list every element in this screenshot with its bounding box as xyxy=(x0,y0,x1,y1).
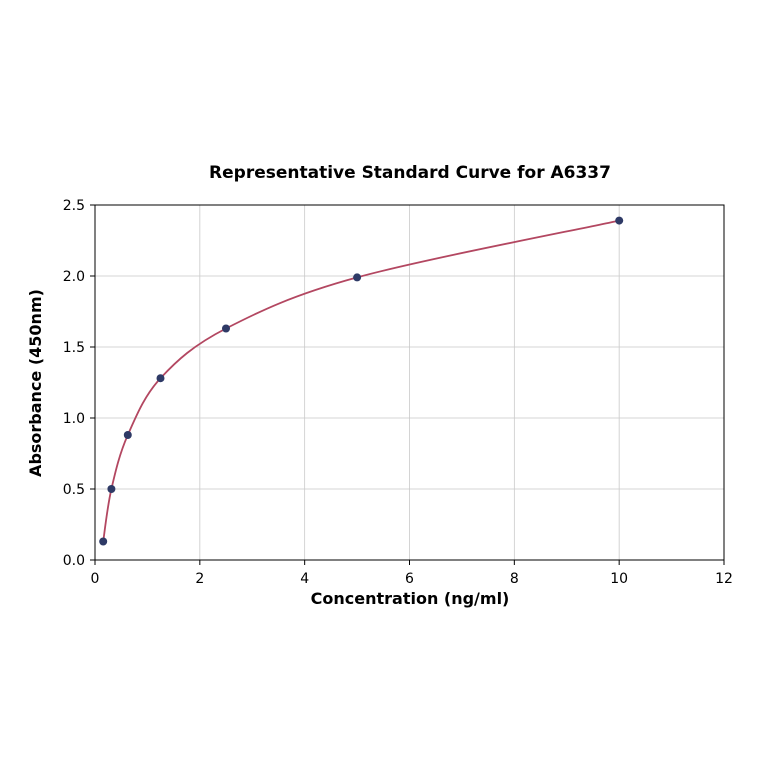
x-tick-label: 2 xyxy=(195,571,204,587)
gridlines xyxy=(94,204,725,561)
x-axis-label: Concentration (ng/ml) xyxy=(311,589,510,608)
data-point-marker xyxy=(107,485,116,493)
x-tick-label: 4 xyxy=(300,571,309,587)
y-tick-label: 1.5 xyxy=(63,340,85,356)
y-tick-label: 2.5 xyxy=(63,198,85,214)
tick-labels: 0 2 4 6 8 10 12 0.0 0.5 1.0 1.5 2.0 2.5 xyxy=(63,198,733,587)
chart-title: Representative Standard Curve for A6337 xyxy=(209,163,611,183)
data-point-marker xyxy=(123,431,132,439)
x-tick-label: 6 xyxy=(405,571,414,587)
y-tick-label: 1.0 xyxy=(63,411,85,427)
x-tick-label: 8 xyxy=(510,571,519,587)
y-tick-label: 0.5 xyxy=(63,482,85,498)
y-tick-label: 0.0 xyxy=(63,553,85,569)
x-tick-label: 12 xyxy=(715,571,733,587)
data-point-marker xyxy=(99,537,108,546)
axis-ticks xyxy=(90,204,725,565)
data-point-marker xyxy=(353,273,362,282)
y-tick-label: 2.0 xyxy=(63,269,85,285)
data-point-marker xyxy=(615,216,624,225)
standard-curve-line xyxy=(102,219,620,542)
x-tick-label: 10 xyxy=(610,571,628,587)
y-axis-label: Absorbance (450nm) xyxy=(26,289,45,477)
data-points xyxy=(99,216,624,546)
x-tick-label: 0 xyxy=(91,571,100,587)
data-point-marker xyxy=(222,324,230,333)
data-point-marker xyxy=(156,374,165,383)
